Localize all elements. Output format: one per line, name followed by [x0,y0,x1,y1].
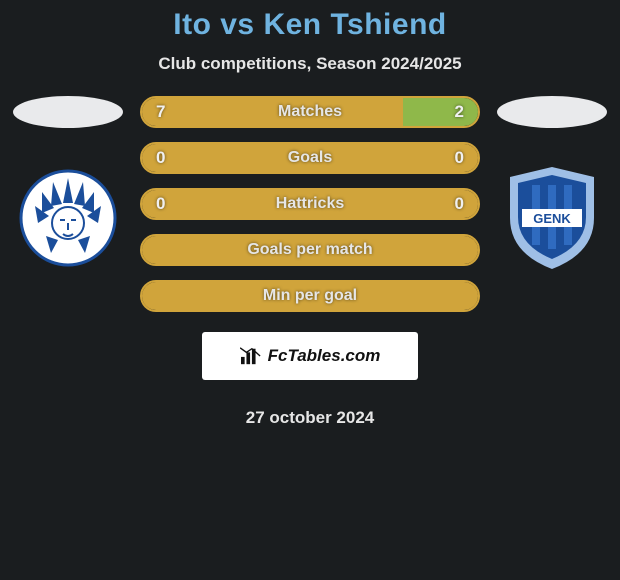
page-title: Ito vs Ken Tshiend [0,8,620,42]
infographic-root: Ito vs Ken Tshiend Club competitions, Se… [0,0,620,428]
right-column: GENK [492,96,612,268]
genk-logo-icon: GENK [502,163,602,273]
stat-label: Goals [288,149,332,167]
stat-bar: Goals 0 0 [140,142,480,174]
right-player-oval [497,96,607,128]
left-column [8,96,128,268]
stat-value-right: 0 [455,148,464,168]
brand-label: FcTables.com [268,346,381,366]
stat-bar: Hattricks 0 0 [140,188,480,220]
bar-chart-icon [240,346,262,366]
stat-label: Matches [278,103,342,121]
genk-text: GENK [533,211,571,226]
stat-fill-left [142,98,403,126]
stat-value-left: 7 [156,102,165,122]
left-player-oval [13,96,123,128]
page-subtitle: Club competitions, Season 2024/2025 [0,54,620,74]
stat-value-left: 0 [156,194,165,214]
left-club-logo [18,168,118,268]
stat-bar: Goals per match [140,234,480,266]
right-club-logo: GENK [502,168,602,268]
stat-label: Hattricks [276,195,344,213]
stat-label: Min per goal [263,287,357,305]
stat-fill-right [403,98,478,126]
gent-logo-icon [18,168,118,268]
main-row: Matches 7 2 Goals 0 0 Hattricks 0 0 Goals per mat… [0,96,620,428]
stat-value-left: 0 [156,148,165,168]
brand-box[interactable]: FcTables.com [202,332,418,380]
stat-value-right: 0 [455,194,464,214]
stat-value-right: 2 [455,102,464,122]
stat-bar: Matches 7 2 [140,96,480,128]
stat-bar: Min per goal [140,280,480,312]
date-line: 27 october 2024 [246,408,375,428]
stat-label: Goals per match [247,241,372,259]
stats-column: Matches 7 2 Goals 0 0 Hattricks 0 0 Goals per mat… [140,96,480,428]
